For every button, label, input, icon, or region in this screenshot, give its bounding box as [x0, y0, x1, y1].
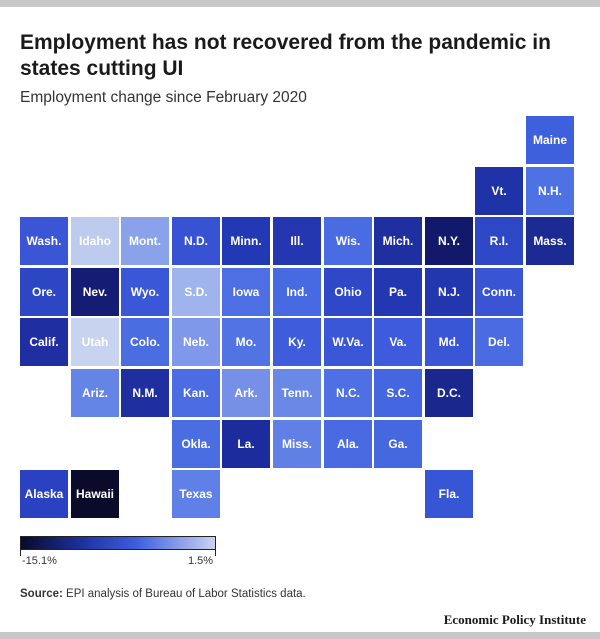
legend-tick-min: [20, 550, 21, 556]
state-tile-alaska: Alaska: [20, 470, 68, 518]
state-tile-idaho: Idaho: [71, 217, 119, 265]
state-tile-okla: Okla.: [172, 420, 220, 468]
state-tile-del: Del.: [475, 318, 523, 366]
state-tile-ga: Ga.: [374, 420, 422, 468]
state-tile-n-c: N.C.: [324, 369, 372, 417]
state-tile-ala: Ala.: [324, 420, 372, 468]
state-tile-calif: Calif.: [20, 318, 68, 366]
legend-color-bar: [20, 536, 216, 550]
state-tile-texas: Texas: [172, 470, 220, 518]
state-tile-mo: Mo.: [222, 318, 270, 366]
state-tile-la: La.: [222, 420, 270, 468]
state-tile-n-j: N.J.: [425, 268, 473, 316]
state-tile-n-d: N.D.: [172, 217, 220, 265]
state-tile-ore: Ore.: [20, 268, 68, 316]
state-tile-va: Va.: [374, 318, 422, 366]
state-tile-ind: Ind.: [273, 268, 321, 316]
state-tile-ohio: Ohio: [324, 268, 372, 316]
state-tile-tenn: Tenn.: [273, 369, 321, 417]
state-tile-n-y: N.Y.: [425, 217, 473, 265]
state-tile-maine: Maine: [526, 116, 574, 164]
state-tile-md: Md.: [425, 318, 473, 366]
chart-subtitle: Employment change since February 2020: [20, 89, 307, 106]
state-tile-mont: Mont.: [121, 217, 169, 265]
source-note: Source: EPI analysis of Bureau of Labor …: [20, 588, 306, 600]
state-tile-kan: Kan.: [172, 369, 220, 417]
state-tile-d-c: D.C.: [425, 369, 473, 417]
state-tile-nev: Nev.: [71, 268, 119, 316]
state-tile-pa: Pa.: [374, 268, 422, 316]
state-tile-iowa: Iowa: [222, 268, 270, 316]
state-tile-wyo: Wyo.: [121, 268, 169, 316]
top-rule: [0, 0, 600, 7]
source-text: EPI analysis of Bureau of Labor Statisti…: [66, 588, 306, 600]
state-tile-s-c: S.C.: [374, 369, 422, 417]
state-tile-s-d: S.D.: [172, 268, 220, 316]
state-tile-colo: Colo.: [121, 318, 169, 366]
state-tile-mass: Mass.: [526, 217, 574, 265]
state-tile-ky: Ky.: [273, 318, 321, 366]
brand-logo-text: Economic Policy Institute: [443, 612, 586, 627]
state-tile-minn: Minn.: [222, 217, 270, 265]
source-label: Source:: [20, 588, 63, 600]
state-tile-fla: Fla.: [425, 470, 473, 518]
state-tile-wis: Wis.: [324, 217, 372, 265]
legend-tick-max: [215, 550, 216, 556]
state-tile-hawaii: Hawaii: [71, 470, 119, 518]
state-tile-ill: Ill.: [273, 217, 321, 265]
state-tile-ariz: Ariz.: [71, 369, 119, 417]
state-tile-conn: Conn.: [475, 268, 523, 316]
state-tile-n-h: N.H.: [526, 167, 574, 215]
state-tile-ark: Ark.: [222, 369, 270, 417]
state-tile-miss: Miss.: [273, 420, 321, 468]
legend-ticks: [20, 550, 216, 556]
legend-min-label: -15.1%: [22, 555, 57, 567]
state-tile-mich: Mich.: [374, 217, 422, 265]
state-tile-vt: Vt.: [475, 167, 523, 215]
state-tile-w-va: W.Va.: [324, 318, 372, 366]
state-tile-neb: Neb.: [172, 318, 220, 366]
legend-max-label: 1.5%: [188, 555, 214, 567]
state-tile-wash: Wash.: [20, 217, 68, 265]
chart-title: Employment has not recovered from the pa…: [20, 31, 551, 80]
bottom-rule: [0, 632, 600, 639]
state-tile-n-m: N.M.: [121, 369, 169, 417]
state-tile-r-i: R.I.: [475, 217, 523, 265]
state-tile-utah: Utah: [71, 318, 119, 366]
